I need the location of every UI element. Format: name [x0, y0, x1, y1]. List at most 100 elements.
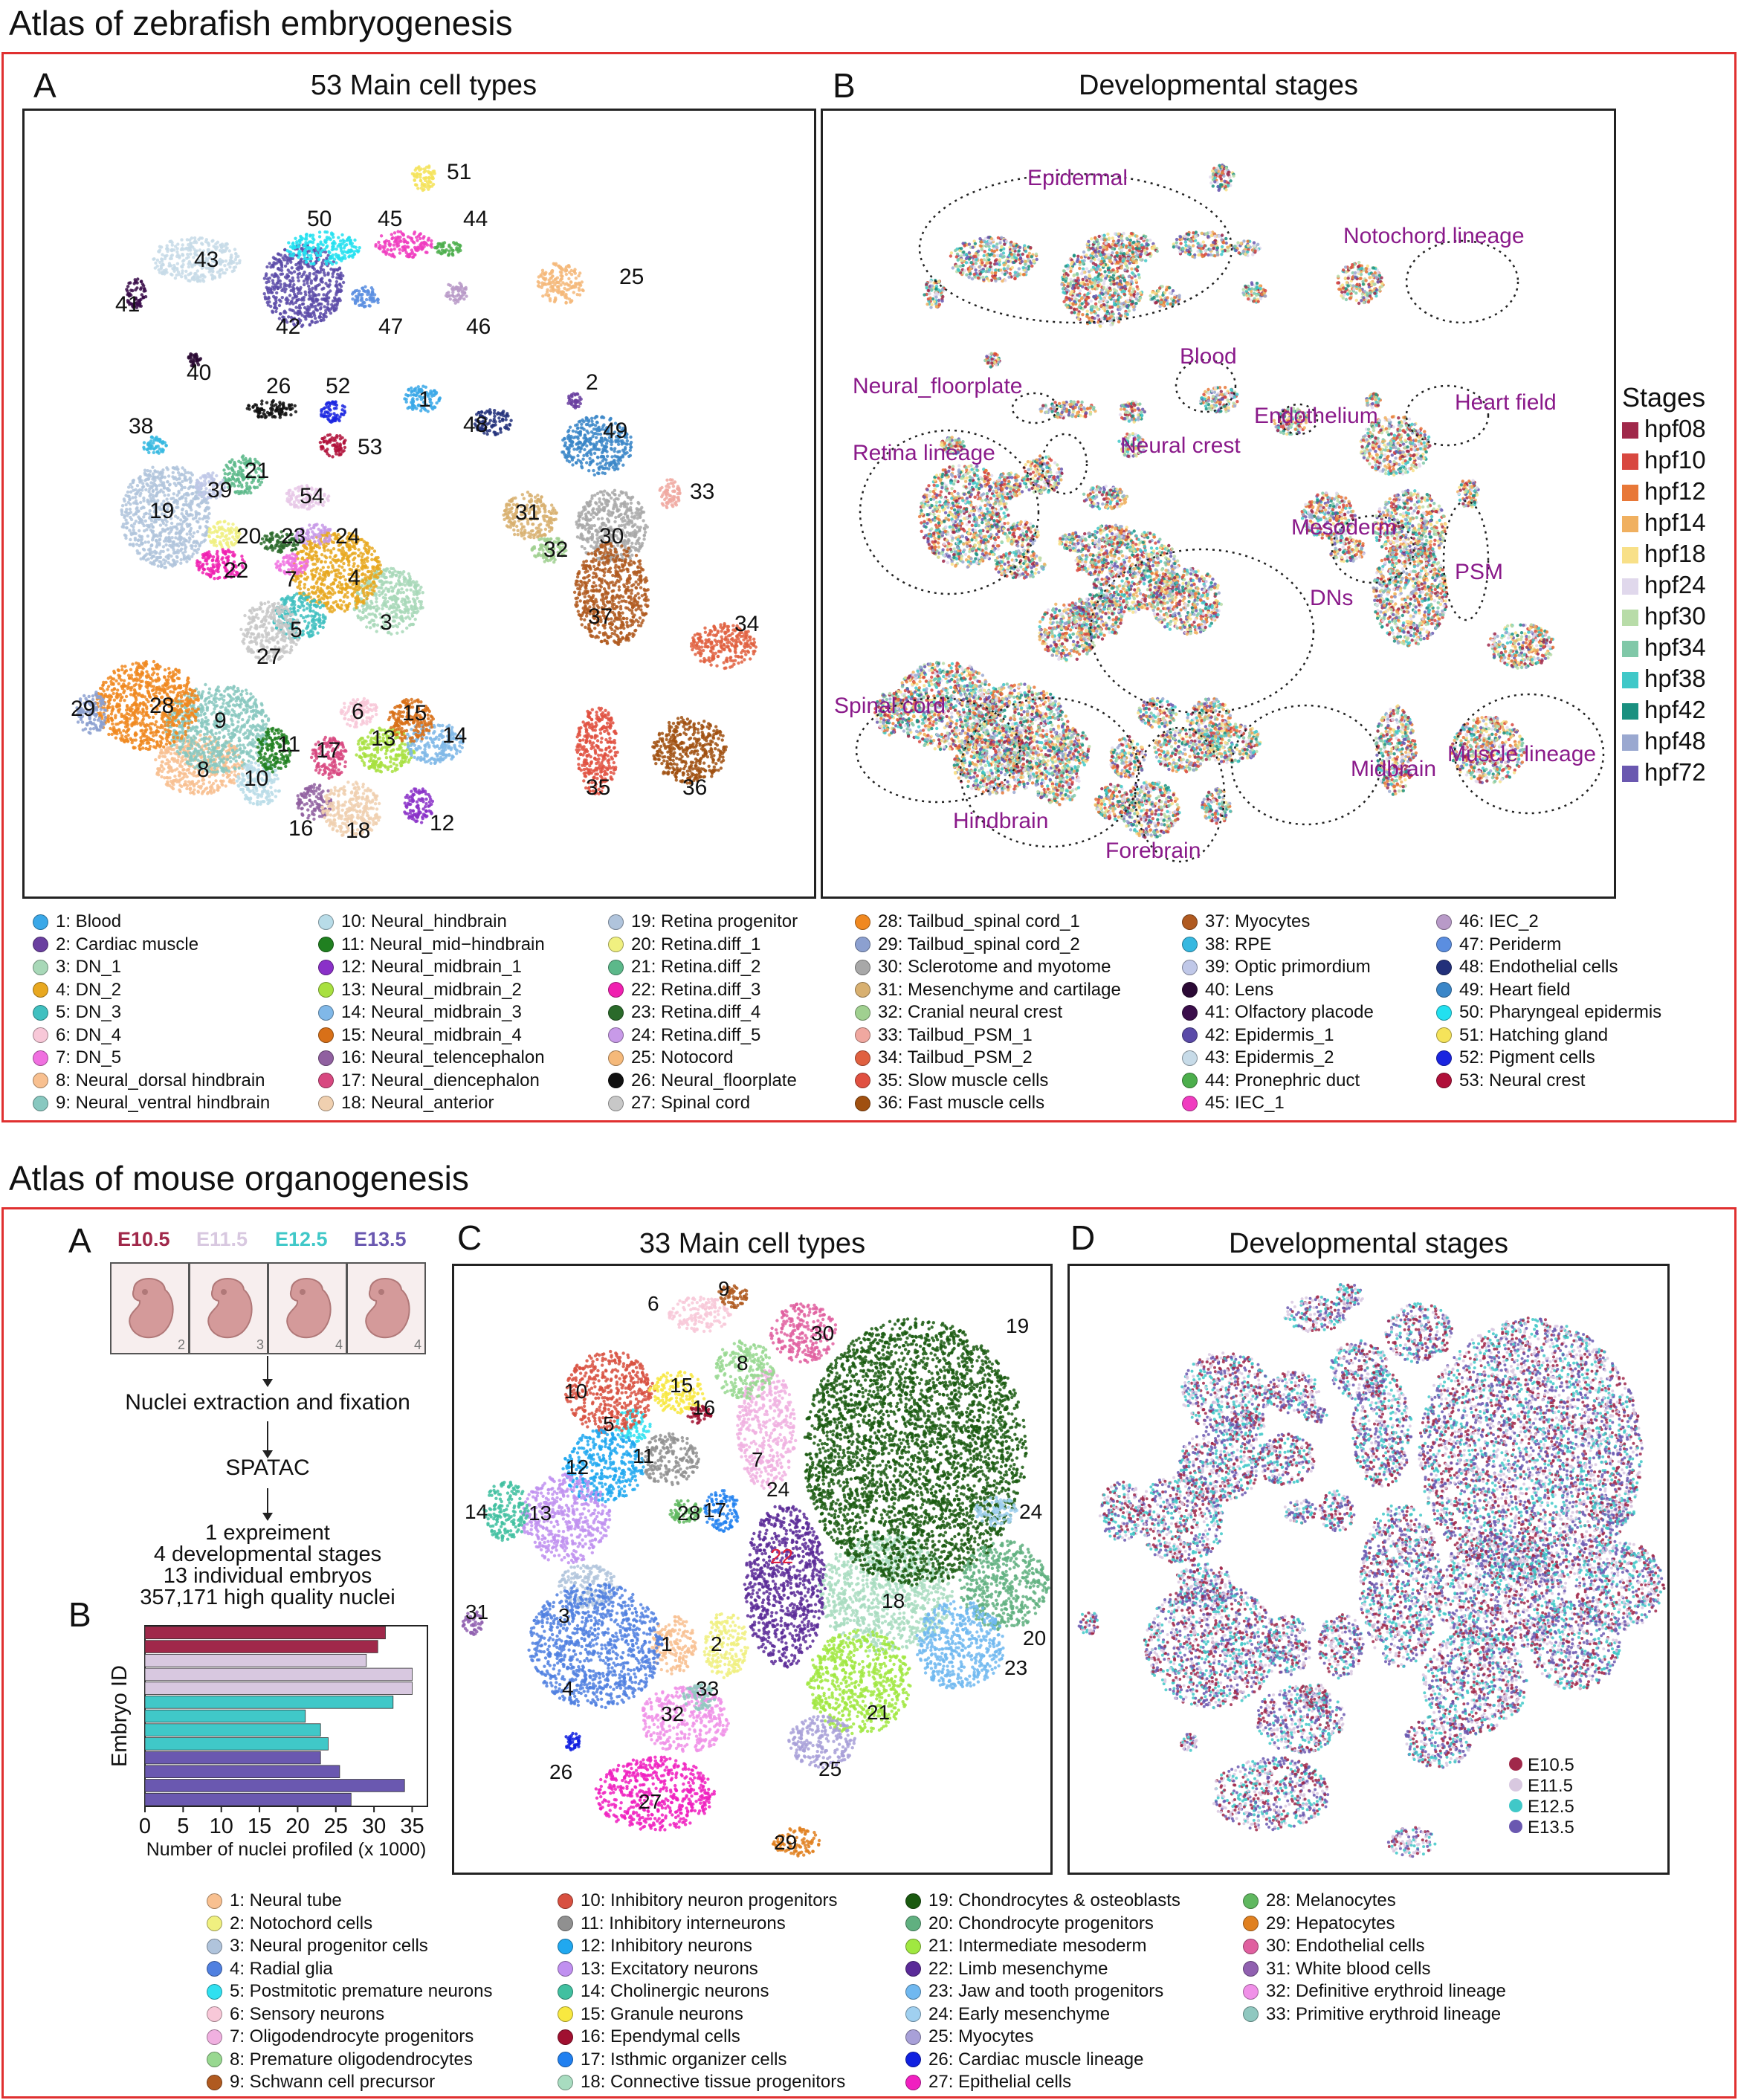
mouse-cluster-16: [686, 1404, 713, 1425]
stage-label: hpf48: [1644, 727, 1706, 755]
mouse-legend-item: 3: Neural progenitor cells: [207, 1935, 493, 1958]
legend-dot: [1436, 1050, 1452, 1066]
zebrafish-panel-b-title: Developmental stages: [821, 70, 1616, 102]
embryo-bar: [144, 1626, 386, 1640]
zf-cluster-48: [473, 408, 513, 436]
legend-label: 26: Neural_floorplate: [631, 1070, 797, 1093]
zf-legend-item: 33: Tailbud_PSM_1: [855, 1024, 1121, 1047]
zf-region-label-10: DNs: [1310, 586, 1353, 610]
zf-legend-item: 17: Neural_diencephalon: [318, 1070, 545, 1093]
mouse-cluster-label-13: 13: [529, 1502, 552, 1525]
x-axis-label: Number of nuclei profiled (x 1000): [146, 1839, 427, 1858]
mouse-legend-item: 33: Primitive erythroid lineage: [1243, 2003, 1506, 2026]
zf-region-outline-9: [1442, 500, 1490, 621]
mouse-legend-item: 8: Premature oligodendrocytes: [207, 2049, 493, 2072]
mouse-legend-item: 15: Granule neurons: [558, 2003, 845, 2026]
mouse-legend-item: 4: Radial glia: [207, 1958, 493, 1981]
zf-stage-cluster-38: [939, 436, 966, 456]
mouse-cluster-13: [520, 1473, 612, 1565]
mouse-stage-cluster-9: [1335, 1283, 1364, 1311]
mouse-cluster-label-25: 25: [818, 1757, 841, 1780]
zf-stage-cluster-20: [1005, 520, 1040, 549]
zf-stage-cluster-54: [1082, 484, 1129, 511]
zf-legend-item: 5: DN_3: [33, 1001, 270, 1024]
zf-cluster-50: [285, 230, 361, 266]
mouse-umap-stages: E10.5 E11.5 E12.5 E13.5: [1067, 1264, 1670, 1875]
mouse-stage-cluster-10: [1180, 1351, 1272, 1433]
zf-cluster-26: [245, 398, 298, 419]
mouse-stage-cluster-27: [1212, 1756, 1330, 1832]
zf-legend-item: 6: DN_4: [33, 1024, 270, 1047]
zf-cluster-43: [152, 236, 242, 283]
mouse-cluster-9: [717, 1284, 749, 1310]
zf-stage-cluster-39: [994, 471, 1024, 501]
embryo-count: 2: [178, 1337, 185, 1353]
zf-legend-item: 46: IEC_2: [1436, 911, 1661, 934]
zf-cluster-53: [318, 433, 347, 459]
zf-stage-cluster-50: [1085, 231, 1159, 266]
zf-legend-column: 37: Myocytes 38: RPE 39: Optic primordium 4…: [1182, 911, 1374, 1115]
zf-legend-item: 48: Endothelial cells: [1436, 956, 1661, 979]
mouse-legend-item: 27: Epithelial cells: [905, 2071, 1180, 2094]
embryo-icon: [129, 1278, 174, 1339]
mouse-stage-cluster-2: [1317, 1613, 1365, 1680]
zf-cluster-label-32: 32: [543, 537, 568, 562]
legend-dot: [1243, 1961, 1259, 1977]
zf-cluster-label-10: 10: [244, 766, 268, 791]
legend-label: 49: Heart field: [1459, 979, 1570, 1002]
stage-swatch: [1622, 641, 1638, 658]
zf-stage-cluster-48: [1272, 407, 1311, 436]
legend-dot: [558, 2052, 573, 2068]
embryo-image: 4: [346, 1262, 426, 1354]
legend-label: 1: Neural tube: [230, 1890, 342, 1913]
zf-region-outline-7: [1041, 433, 1088, 495]
zf-stage-item: hpf12: [1622, 476, 1706, 507]
mouse-legend-item: 17: Isthmic organizer cells: [558, 2049, 845, 2072]
legend-dot: [1436, 1027, 1452, 1044]
zf-cluster-51: [410, 164, 436, 193]
mouse-cluster-label-19: 19: [1006, 1314, 1029, 1337]
zf-cluster-label-35: 35: [586, 775, 610, 800]
mouse-cluster-label-28: 28: [677, 1502, 700, 1525]
legend-label: 16: Ependymal cells: [581, 2026, 740, 2049]
zf-cluster-1: [403, 384, 442, 413]
mouse-cluster-1: [650, 1615, 697, 1676]
zf-legend-item: 13: Neural_midbrain_2: [318, 979, 545, 1002]
mouse-stage-cluster-26: [1180, 1733, 1198, 1752]
zf-stage-cluster-7: [1074, 552, 1108, 576]
mouse-cluster-24: [974, 1495, 1019, 1528]
legend-label: 23: Jaw and tooth progenitors: [928, 1980, 1163, 2003]
zf-cluster-31: [502, 491, 558, 540]
mouse-legend-item: 9: Schwann cell precursor: [207, 2071, 493, 2094]
zf-stage-cluster-36: [1450, 715, 1527, 784]
legend-label: 33: Tailbud_PSM_1: [878, 1024, 1033, 1047]
legend-dot: [318, 1027, 334, 1044]
zebrafish-umap-stages: Epidermal Notochord lineage Blood Neural_fl…: [821, 109, 1616, 899]
legend-label: 38: RPE: [1205, 934, 1271, 957]
zf-stage-item: hpf38: [1622, 663, 1706, 694]
flow-step-extraction: Nuclei extraction and fixation: [89, 1390, 446, 1415]
zf-cluster-label-50: 50: [307, 207, 332, 231]
legend-dot: [33, 1050, 48, 1066]
zf-legend-item: 24: Retina.diff_5: [608, 1024, 798, 1047]
zf-legend-item: 40: Lens: [1182, 979, 1374, 1002]
legend-dot: [608, 959, 624, 975]
legend-dot: [207, 2052, 222, 2068]
mouse-cluster-label-21: 21: [867, 1701, 890, 1724]
stage-label: E12.5: [1528, 1797, 1574, 1817]
legend-label: 41: Olfactory placode: [1205, 1001, 1374, 1024]
mouse-panel-b-label: B: [68, 1595, 91, 1635]
zf-region-label-13: Midbrain: [1351, 757, 1436, 781]
zf-legend-item: 15: Neural_midbrain_4: [318, 1024, 545, 1047]
stage-label: hpf18: [1644, 540, 1706, 567]
stage-dot: [1509, 1757, 1522, 1771]
zf-legend-column: 1: Blood 2: Cardiac muscle 3: DN_1 4: DN_2 5…: [33, 911, 270, 1115]
legend-dot: [207, 2006, 222, 2023]
legend-label: 2: Notochord cells: [230, 1913, 372, 1936]
stage-label: hpf14: [1644, 508, 1706, 536]
legend-label: 10: Inhibitory neuron progenitors: [581, 1890, 838, 1913]
mouse-cluster-4: [527, 1583, 664, 1710]
zf-cluster-41: [125, 277, 148, 309]
legend-label: 1: Blood: [56, 911, 121, 934]
zf-cluster-label-20: 20: [236, 524, 261, 549]
